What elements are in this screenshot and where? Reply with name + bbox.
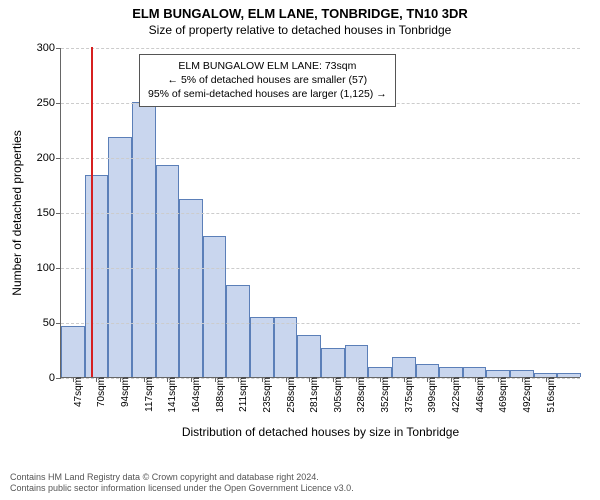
x-tick-label: 188sqm: [211, 377, 226, 413]
y-tick-label: 0: [49, 372, 61, 384]
histogram-bar: [416, 364, 440, 377]
histogram-bar: [368, 367, 392, 377]
x-tick-label: 258sqm: [282, 377, 297, 413]
histogram-bar: [203, 236, 227, 377]
x-tick-label: 94sqm: [116, 377, 131, 407]
x-tick-label: 375sqm: [400, 377, 415, 413]
x-axis-label: Distribution of detached houses by size …: [182, 425, 459, 439]
x-tick-label: 281sqm: [305, 377, 320, 413]
histogram-bar: [345, 345, 369, 377]
page-subtitle: Size of property relative to detached ho…: [0, 21, 600, 37]
y-axis-label: Number of detached properties: [10, 130, 24, 295]
histogram-bar: [439, 367, 463, 377]
x-tick-label: 469sqm: [494, 377, 509, 413]
gridline: [61, 323, 580, 324]
x-tick-label: 492sqm: [518, 377, 533, 413]
histogram-bar: [108, 137, 132, 377]
x-tick-label: 70sqm: [92, 377, 107, 407]
histogram-bar: [321, 348, 345, 377]
y-tick-label: 250: [37, 97, 61, 109]
gridline: [61, 213, 580, 214]
y-tick-label: 50: [43, 317, 61, 329]
gridline: [61, 158, 580, 159]
x-tick-label: 305sqm: [329, 377, 344, 413]
x-tick-label: 211sqm: [234, 377, 249, 412]
footer-line-2: Contains public sector information licen…: [10, 483, 354, 494]
histogram-bar: [132, 102, 156, 377]
x-tick-label: 446sqm: [471, 377, 486, 413]
y-tick-label: 150: [37, 207, 61, 219]
histogram-bar: [274, 317, 298, 378]
histogram-bar: [85, 175, 109, 377]
histogram-chart: Number of detached properties 0501001502…: [60, 48, 580, 408]
property-marker-line: [91, 47, 93, 377]
x-tick-label: 117sqm: [140, 377, 155, 412]
x-tick-label: 399sqm: [423, 377, 438, 413]
x-tick-label: 516sqm: [542, 377, 557, 413]
histogram-bar: [486, 370, 510, 377]
footer-line-1: Contains HM Land Registry data © Crown c…: [10, 472, 354, 483]
annotation-box: ELM BUNGALOW ELM LANE: 73sqm← 5% of deta…: [139, 54, 396, 107]
page-title: ELM BUNGALOW, ELM LANE, TONBRIDGE, TN10 …: [0, 0, 600, 21]
y-tick-label: 300: [37, 42, 61, 54]
x-tick-label: 47sqm: [69, 377, 84, 407]
histogram-bar: [156, 165, 180, 377]
y-tick-label: 100: [37, 262, 61, 274]
histogram-bar: [61, 326, 85, 377]
histogram-bar: [179, 199, 203, 377]
plot-area: Number of detached properties 0501001502…: [60, 48, 580, 378]
histogram-bar: [250, 317, 274, 378]
histogram-bar: [297, 335, 321, 377]
x-tick-label: 352sqm: [376, 377, 391, 413]
histogram-bar: [226, 285, 250, 377]
gridline: [61, 48, 580, 49]
x-tick-label: 164sqm: [187, 377, 202, 413]
gridline: [61, 268, 580, 269]
histogram-bar: [510, 370, 534, 377]
annotation-line: ELM BUNGALOW ELM LANE: 73sqm: [148, 59, 387, 73]
x-tick-label: 235sqm: [258, 377, 273, 413]
footer-attribution: Contains HM Land Registry data © Crown c…: [10, 472, 354, 495]
x-tick-label: 141sqm: [163, 377, 178, 413]
x-tick-label: 422sqm: [447, 377, 462, 413]
histogram-bar: [557, 373, 581, 377]
histogram-bar: [392, 357, 416, 377]
x-tick-label: 328sqm: [352, 377, 367, 413]
histogram-bar: [463, 367, 487, 377]
annotation-line: ← 5% of detached houses are smaller (57): [148, 73, 387, 87]
annotation-line: 95% of semi-detached houses are larger (…: [148, 87, 387, 101]
y-tick-label: 200: [37, 152, 61, 164]
